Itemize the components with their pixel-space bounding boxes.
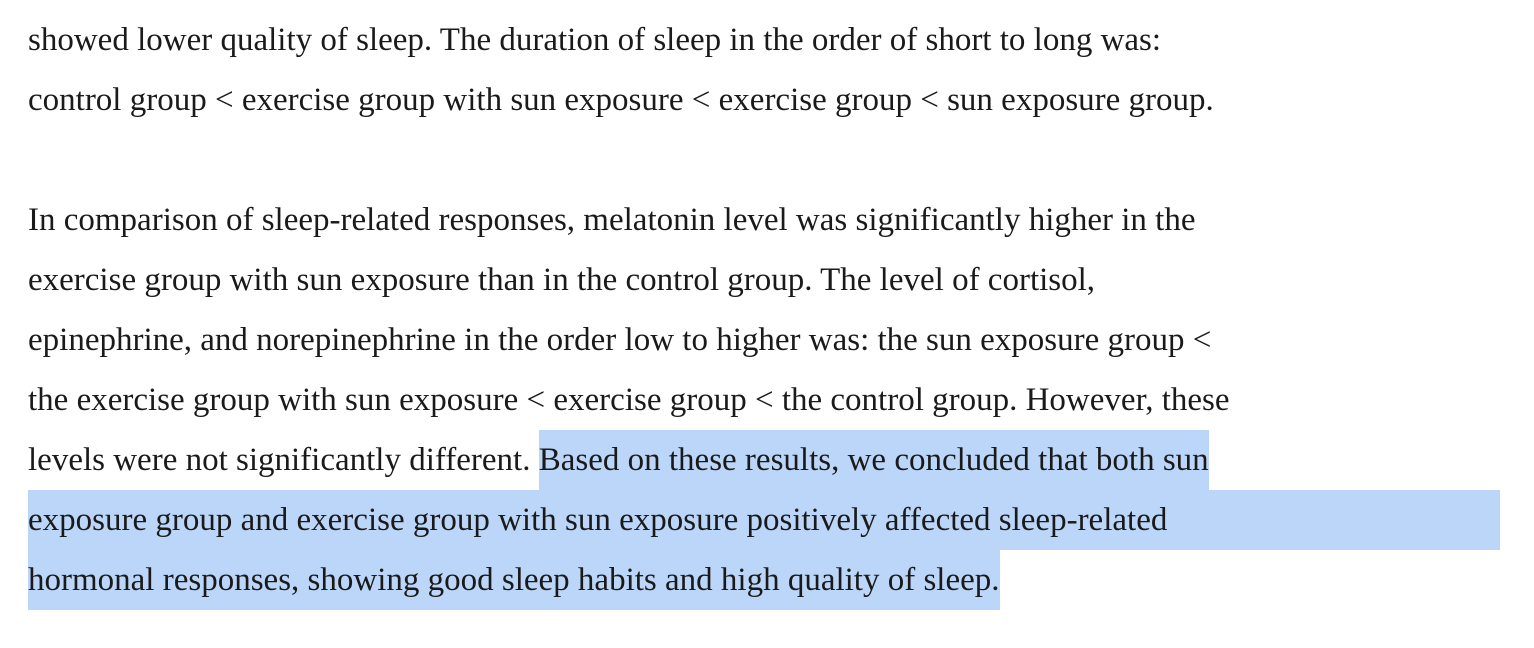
text-line: hormonal responses, showing good sleep h… bbox=[28, 550, 1518, 610]
text-line: exercise group with sun exposure than in… bbox=[28, 262, 1096, 298]
selected-text[interactable]: hormonal responses, showing good sleep h… bbox=[28, 550, 1000, 610]
selected-text[interactable]: exposure group and exercise group with s… bbox=[28, 490, 1500, 550]
text-line: showed lower quality of sleep. The durat… bbox=[28, 22, 1162, 58]
selected-text[interactable]: Based on these results, we concluded tha… bbox=[538, 430, 1209, 490]
paragraph-hormonal-responses: In comparison of sleep-related responses… bbox=[28, 190, 1518, 610]
text-line: In comparison of sleep-related responses… bbox=[28, 202, 1196, 238]
text-line: control group < exercise group with sun … bbox=[28, 82, 1214, 118]
text-line: the exercise group with sun exposure < e… bbox=[28, 382, 1230, 418]
text-line: levels were not significantly different.… bbox=[28, 430, 1518, 490]
text-line: exposure group and exercise group with s… bbox=[28, 490, 1518, 550]
paragraph-sleep-duration: showed lower quality of sleep. The durat… bbox=[28, 10, 1518, 130]
article-body: showed lower quality of sleep. The durat… bbox=[28, 10, 1518, 610]
unselected-text: levels were not significantly different. bbox=[28, 442, 539, 478]
text-line: epinephrine, and norepinephrine in the o… bbox=[28, 322, 1212, 358]
